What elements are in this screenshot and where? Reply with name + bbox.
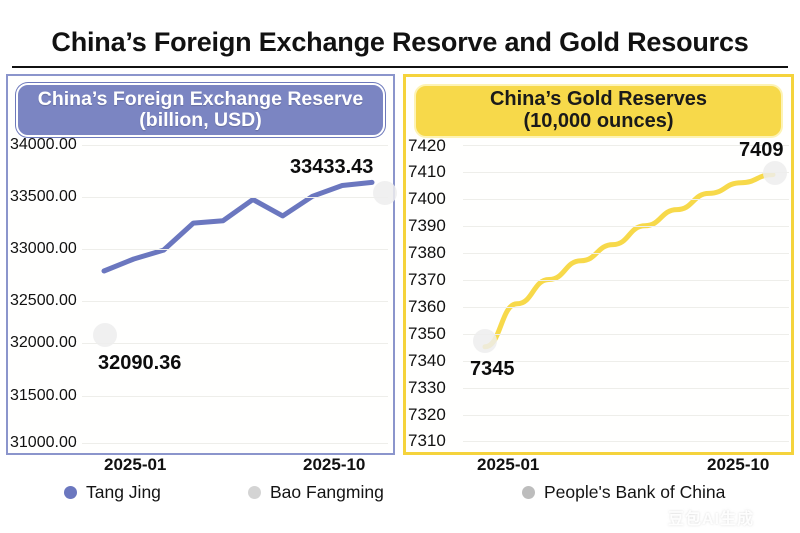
y-tick-gold-10: 7320 bbox=[408, 405, 446, 424]
y-tick-gold-4: 7380 bbox=[408, 243, 446, 262]
y-tick-gold-8: 7340 bbox=[408, 351, 446, 370]
x-tick-gold-end: 2025-10 bbox=[707, 455, 770, 474]
gridline bbox=[82, 197, 388, 198]
chart-panel-gold-reserves: China’s Gold Reserves (10,000 ounces) bbox=[403, 74, 794, 455]
page-title: China’s Foreign Exchange Resorve and Gol… bbox=[51, 27, 749, 57]
y-tick-fx-6: 31000.00 bbox=[10, 434, 77, 451]
data-point-marker-fx-end bbox=[373, 181, 397, 205]
chart-panel-foreign-exchange: China’s Foreign Exchange Reserve (billio… bbox=[6, 74, 395, 455]
y-tick-gold-9: 7330 bbox=[408, 378, 446, 397]
y-tick-gold-1: 7410 bbox=[408, 162, 446, 181]
legend-dot-icon bbox=[248, 486, 261, 499]
legend-item-tang-jing: Tang Jing bbox=[64, 482, 161, 503]
y-tick-fx-2: 33000.00 bbox=[10, 240, 77, 257]
gridline bbox=[82, 396, 388, 397]
gridline bbox=[463, 172, 789, 173]
data-point-marker-fx-start bbox=[93, 323, 117, 347]
legend-label: Bao Fangming bbox=[270, 482, 384, 502]
y-tick-fx-1: 33500.00 bbox=[10, 188, 77, 205]
y-tick-fx-4: 32000.00 bbox=[10, 334, 77, 351]
gridline bbox=[463, 361, 789, 362]
y-tick-gold-0: 7420 bbox=[408, 136, 446, 155]
series-path bbox=[482, 172, 776, 350]
gridline bbox=[82, 443, 388, 444]
data-label-fx-start: 32090.36 bbox=[98, 352, 182, 374]
x-tick-fx-end: 2025-10 bbox=[303, 455, 366, 474]
gridline bbox=[463, 334, 789, 335]
y-tick-gold-11: 7310 bbox=[408, 431, 446, 450]
series-path bbox=[101, 179, 375, 274]
gridline bbox=[463, 441, 789, 442]
y-tick-fx-3: 32500.00 bbox=[10, 292, 77, 309]
gridline bbox=[463, 199, 789, 200]
plot-area-foreign-exchange bbox=[82, 139, 388, 451]
line-series-gold-reserves bbox=[482, 172, 776, 350]
panel-header-line1: China’s Foreign Exchange Reserve bbox=[37, 87, 364, 110]
x-tick-gold-start: 2025-01 bbox=[477, 455, 540, 474]
gridline bbox=[463, 145, 789, 146]
panel-header-line1: China’s Gold Reserves bbox=[489, 88, 708, 111]
gridline bbox=[463, 280, 789, 281]
gridline bbox=[82, 343, 388, 344]
gridline bbox=[463, 253, 789, 254]
gridline bbox=[463, 307, 789, 308]
y-tick-fx-0: 34000.00 bbox=[10, 136, 77, 153]
title-divider bbox=[12, 66, 788, 68]
panel-header-foreign-exchange: China’s Foreign Exchange Reserve (billio… bbox=[16, 83, 385, 137]
y-tick-gold-3: 7390 bbox=[408, 216, 446, 235]
y-tick-fx-5: 31500.00 bbox=[10, 387, 77, 404]
legend-dot-icon bbox=[522, 486, 535, 499]
legend-dot-icon bbox=[64, 486, 77, 499]
y-tick-gold-7: 7350 bbox=[408, 324, 446, 343]
plot-area-gold-reserves bbox=[463, 139, 789, 451]
y-tick-gold-2: 7400 bbox=[408, 189, 446, 208]
line-series-foreign-exchange bbox=[101, 179, 375, 274]
data-point-marker-gold-end bbox=[763, 161, 787, 185]
y-tick-gold-6: 7360 bbox=[408, 297, 446, 316]
gridline bbox=[82, 145, 388, 146]
gridline bbox=[82, 249, 388, 250]
y-tick-gold-5: 7370 bbox=[408, 270, 446, 289]
panel-header-line2: (billion, USD) bbox=[139, 109, 262, 131]
x-tick-fx-start: 2025-01 bbox=[104, 455, 167, 474]
legend-label: People's Bank of China bbox=[544, 482, 726, 502]
legend-item-bao-fangming: Bao Fangming bbox=[248, 482, 384, 503]
panel-header-gold-reserves: China’s Gold Reserves (10,000 ounces) bbox=[414, 84, 783, 138]
legend: Tang Jing Bao Fangming People's Bank of … bbox=[0, 478, 800, 512]
title-bar: China’s Foreign Exchange Resorve and Gol… bbox=[0, 22, 800, 68]
watermark: 豆包AI生成 bbox=[668, 511, 755, 528]
legend-item-peoples-bank-of-china: People's Bank of China bbox=[522, 482, 725, 503]
data-point-marker-gold-start bbox=[473, 329, 497, 353]
data-label-gold-end: 7409 bbox=[739, 139, 784, 161]
gridline bbox=[82, 301, 388, 302]
legend-label: Tang Jing bbox=[86, 482, 161, 502]
gridline bbox=[463, 226, 789, 227]
data-label-gold-start: 7345 bbox=[470, 358, 515, 380]
panel-header-line2: (10,000 ounces) bbox=[523, 110, 674, 132]
data-label-fx-end: 33433.43 bbox=[290, 156, 374, 178]
gridline bbox=[463, 415, 789, 416]
gridline bbox=[463, 388, 789, 389]
